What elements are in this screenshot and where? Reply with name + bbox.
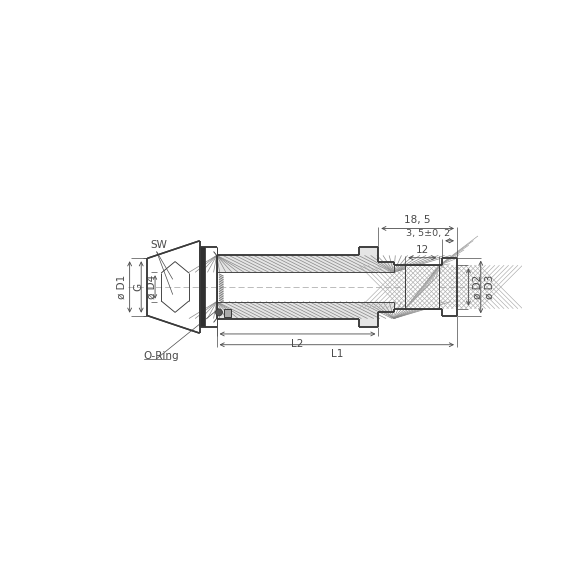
Text: 18, 5: 18, 5 xyxy=(404,215,431,225)
Text: L2: L2 xyxy=(292,339,304,349)
Text: L1: L1 xyxy=(331,349,343,359)
Text: G: G xyxy=(133,283,143,291)
Text: ø D4: ø D4 xyxy=(147,275,157,299)
Bar xyxy=(405,265,439,308)
Text: 3, 5±0, 2: 3, 5±0, 2 xyxy=(406,229,450,237)
Text: ø D3: ø D3 xyxy=(485,275,495,299)
Text: SW: SW xyxy=(150,240,167,250)
Polygon shape xyxy=(217,301,394,327)
Polygon shape xyxy=(217,247,394,272)
Bar xyxy=(200,247,205,327)
Text: ø D1: ø D1 xyxy=(117,275,127,299)
Circle shape xyxy=(215,309,222,316)
Text: 12: 12 xyxy=(416,246,429,255)
Text: ø D2: ø D2 xyxy=(473,275,482,299)
Text: O-Ring: O-Ring xyxy=(144,350,179,360)
Bar xyxy=(224,309,230,317)
